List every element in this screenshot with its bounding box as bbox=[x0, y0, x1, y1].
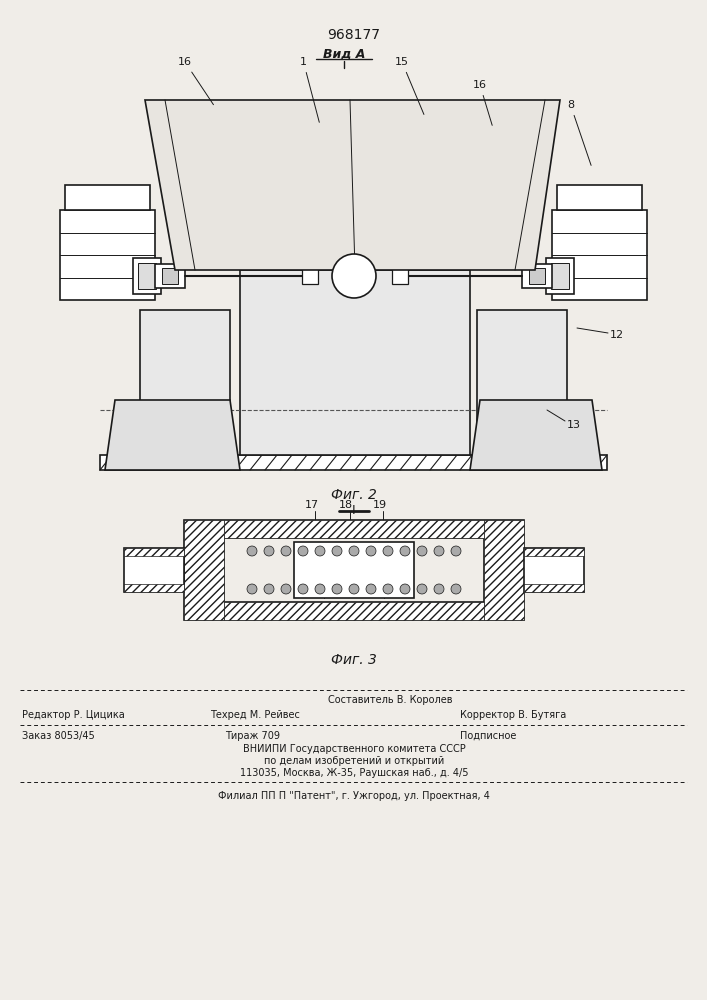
Bar bbox=[60, 210, 155, 300]
Bar bbox=[124, 548, 184, 556]
Text: 8: 8 bbox=[567, 100, 591, 165]
Bar bbox=[240, 270, 470, 455]
Circle shape bbox=[383, 584, 393, 594]
Circle shape bbox=[366, 584, 376, 594]
Bar bbox=[124, 584, 184, 592]
Bar bbox=[302, 268, 318, 284]
Bar bbox=[184, 520, 224, 620]
Circle shape bbox=[400, 546, 410, 556]
Circle shape bbox=[417, 546, 427, 556]
Circle shape bbox=[315, 546, 325, 556]
Bar bbox=[224, 520, 484, 538]
Bar bbox=[133, 258, 161, 294]
Circle shape bbox=[366, 546, 376, 556]
Text: Заказ 8053/45: Заказ 8053/45 bbox=[22, 731, 95, 741]
Circle shape bbox=[349, 546, 359, 556]
Bar bbox=[546, 258, 574, 294]
Circle shape bbox=[264, 584, 274, 594]
Text: 1: 1 bbox=[300, 57, 320, 122]
Circle shape bbox=[417, 584, 427, 594]
Text: 18: 18 bbox=[339, 500, 353, 510]
Circle shape bbox=[298, 546, 308, 556]
Bar bbox=[524, 584, 584, 592]
Circle shape bbox=[264, 546, 274, 556]
Circle shape bbox=[332, 546, 342, 556]
Text: Редактор Р. Цицика: Редактор Р. Цицика bbox=[22, 710, 124, 720]
Text: ВНИИПИ Государственного комитета СССР: ВНИИПИ Государственного комитета СССР bbox=[243, 744, 465, 754]
Bar bbox=[557, 185, 642, 210]
Bar bbox=[224, 602, 484, 620]
Text: Техред М. Рейвес: Техред М. Рейвес bbox=[210, 710, 300, 720]
Text: 15: 15 bbox=[395, 57, 424, 114]
Text: Филиал ПП П "Патент", г. Ужгород, ул. Проектная, 4: Филиал ПП П "Патент", г. Ужгород, ул. Пр… bbox=[218, 791, 490, 801]
Text: 968177: 968177 bbox=[327, 28, 380, 42]
Circle shape bbox=[451, 546, 461, 556]
Text: Фиг. 3: Фиг. 3 bbox=[331, 653, 377, 667]
Circle shape bbox=[315, 584, 325, 594]
Text: по делам изобретений и открытий: по делам изобретений и открытий bbox=[264, 756, 444, 766]
Text: Составитель В. Королев: Составитель В. Королев bbox=[328, 695, 452, 705]
Bar bbox=[184, 520, 524, 620]
Text: Корректор В. Бутяга: Корректор В. Бутяга bbox=[460, 710, 566, 720]
Text: 12: 12 bbox=[610, 330, 624, 340]
Circle shape bbox=[298, 584, 308, 594]
Bar bbox=[224, 538, 484, 602]
Polygon shape bbox=[470, 400, 602, 470]
Text: 16: 16 bbox=[178, 57, 214, 105]
Bar bbox=[484, 520, 524, 620]
Circle shape bbox=[332, 254, 376, 298]
Circle shape bbox=[434, 584, 444, 594]
Bar bbox=[551, 263, 569, 289]
Bar bbox=[140, 310, 230, 455]
Bar bbox=[294, 542, 414, 598]
Circle shape bbox=[281, 546, 291, 556]
Circle shape bbox=[451, 584, 461, 594]
Text: I: I bbox=[352, 504, 356, 517]
Text: 13: 13 bbox=[567, 420, 581, 430]
Circle shape bbox=[281, 584, 291, 594]
Circle shape bbox=[349, 584, 359, 594]
Text: 16: 16 bbox=[473, 80, 492, 125]
Bar bbox=[65, 185, 150, 210]
Text: 113035, Москва, Ж-35, Раушская наб., д. 4/5: 113035, Москва, Ж-35, Раушская наб., д. … bbox=[240, 768, 468, 778]
Bar bbox=[100, 455, 607, 470]
Text: Фиг. 2: Фиг. 2 bbox=[331, 488, 377, 502]
Text: 17: 17 bbox=[305, 500, 319, 510]
Circle shape bbox=[383, 546, 393, 556]
Text: 19: 19 bbox=[373, 500, 387, 510]
Bar bbox=[522, 264, 552, 288]
Bar bbox=[124, 548, 184, 592]
Circle shape bbox=[247, 584, 257, 594]
Polygon shape bbox=[105, 400, 240, 470]
Bar bbox=[138, 263, 156, 289]
Bar bbox=[162, 268, 178, 284]
Bar bbox=[524, 548, 584, 592]
Text: Подписное: Подписное bbox=[460, 731, 516, 741]
Circle shape bbox=[434, 546, 444, 556]
Polygon shape bbox=[145, 100, 560, 270]
Bar bbox=[392, 268, 408, 284]
Bar bbox=[477, 310, 567, 455]
Bar bbox=[529, 268, 545, 284]
Text: Тираж 709: Тираж 709 bbox=[225, 731, 280, 741]
Circle shape bbox=[400, 584, 410, 594]
Bar bbox=[155, 264, 185, 288]
Bar bbox=[524, 548, 584, 556]
Bar bbox=[552, 210, 647, 300]
Text: Вид А: Вид А bbox=[323, 48, 366, 61]
Circle shape bbox=[332, 584, 342, 594]
Circle shape bbox=[247, 546, 257, 556]
